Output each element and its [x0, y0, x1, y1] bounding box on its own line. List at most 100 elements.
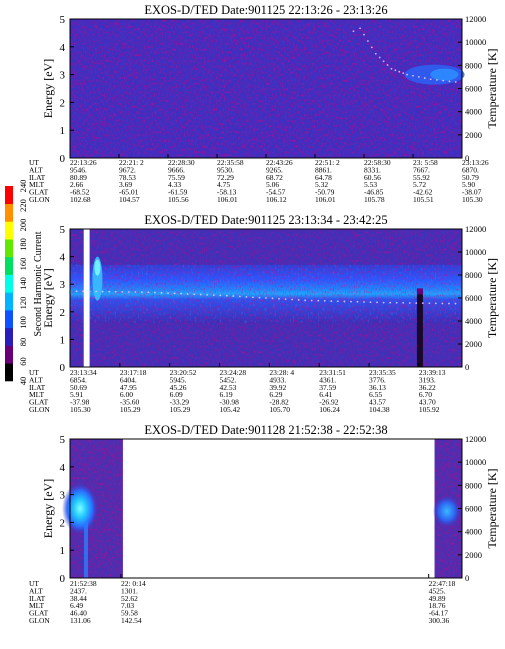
spectrogram-panel-3: EXOS-D/TED Date:901128 21:52:38 - 22:52:… — [29, 423, 499, 625]
temperature-point — [173, 292, 176, 295]
temperature-tick-label: 6000 — [465, 504, 482, 514]
orbit-value: 78.53 — [119, 173, 136, 182]
energy-axis-label: Energy [eV] — [41, 268, 55, 327]
orbit-value: 104.38 — [369, 405, 390, 414]
orbit-value: 50.69 — [70, 383, 87, 392]
orbit-value: 22:35:58 — [217, 158, 244, 167]
temperature-point — [406, 73, 409, 76]
orbit-value: 46.40 — [70, 609, 87, 618]
orbit-value: 105.78 — [364, 195, 385, 204]
orbit-value: 23:20:52 — [170, 368, 197, 377]
temperature-point — [304, 299, 307, 302]
temperature-tick-label: 2000 — [465, 339, 482, 349]
temperature-tick-label: 4000 — [465, 316, 482, 326]
orbit-value: -50.79 — [315, 188, 335, 197]
orbit-value: 23:13:34 — [70, 368, 97, 377]
temperature-point — [245, 295, 248, 298]
orbit-value: 2437. — [70, 586, 87, 595]
colorbar-tick-label: 120 — [18, 297, 28, 310]
temperature-point — [423, 77, 426, 79]
orbit-value: 43.70 — [419, 398, 436, 407]
orbit-value: 64.78 — [315, 173, 332, 182]
orbit-value: 22:58:30 — [364, 158, 391, 167]
data-gap — [83, 229, 90, 367]
orbit-row-label: UT — [29, 579, 39, 588]
orbit-row-label: MLT — [29, 601, 45, 610]
temperature-point — [225, 294, 228, 297]
temperature-point — [441, 302, 444, 305]
temperature-point — [180, 292, 182, 295]
orbit-value: 105.30 — [462, 195, 483, 204]
orbit-value: 6.70 — [419, 390, 432, 399]
temperature-trace — [69, 290, 457, 305]
energy-tick-label: 2 — [60, 307, 66, 319]
temperature-point — [370, 46, 373, 49]
orbit-value: 4361. — [319, 375, 336, 384]
orbit-value: 8331. — [364, 165, 381, 174]
orbit-value: 105.30 — [70, 405, 91, 414]
spectrogram-panel-2: EXOS-D/TED Date:901125 23:13:34 - 23:42:… — [29, 213, 499, 414]
orbit-value: -30.98 — [220, 398, 240, 407]
orbit-value: 6.19 — [220, 390, 233, 399]
orbit-value: 45.26 — [170, 383, 187, 392]
orbit-value: 60.56 — [364, 173, 381, 182]
panel-title: EXOS-D/TED Date:901128 21:52:38 - 22:52:… — [144, 423, 387, 437]
orbit-value: 104.57 — [119, 195, 140, 204]
temperature-point — [75, 290, 78, 293]
temperature-point — [382, 301, 385, 304]
orbit-value: 105.56 — [168, 195, 189, 204]
temperature-point — [448, 302, 450, 305]
orbit-table: UT 23:13:34 23:17:18 23:20:52 23:24:28 23:28:… — [29, 368, 446, 414]
orbit-value: -33.29 — [170, 398, 190, 407]
temperature-tick-label: 12000 — [465, 224, 486, 234]
orbit-value: 23:35:35 — [369, 368, 396, 377]
data-segment — [62, 439, 123, 578]
temperature-point — [199, 293, 202, 296]
energy-tick-label: 4 — [60, 42, 66, 54]
orbit-value: 7667. — [413, 165, 430, 174]
temperature-point — [252, 296, 254, 299]
orbit-value: 37.59 — [319, 383, 336, 392]
orbit-value: 3193. — [419, 375, 436, 384]
orbit-value: 6854. — [70, 375, 87, 384]
orbit-value: -58.13 — [217, 188, 237, 197]
temperature-axis-label: Temperature [K] — [485, 468, 499, 548]
orbit-value: 6.41 — [319, 390, 332, 399]
energy-tick-label: 0 — [60, 573, 66, 585]
temperature-point — [352, 30, 355, 33]
temperature-point — [134, 291, 137, 293]
orbit-row-label: GLAT — [29, 398, 49, 407]
colorbar-tick-label: 180 — [18, 238, 28, 251]
temperature-point — [454, 302, 457, 305]
orbit-value: 6.09 — [170, 390, 183, 399]
orbit-value: 68.72 — [266, 173, 283, 182]
temperature-point — [374, 52, 377, 55]
orbit-value: 39.92 — [269, 383, 286, 392]
temperature-point — [408, 302, 411, 304]
temperature-point — [395, 301, 398, 304]
orbit-row-label: GLON — [29, 195, 50, 204]
orbit-row-label: UT — [29, 368, 39, 377]
temperature-point — [448, 80, 451, 83]
temperature-tick-label: 10000 — [465, 247, 486, 257]
orbit-value: 9666. — [168, 165, 185, 174]
temperature-point — [147, 291, 150, 294]
orbit-value: 50.79 — [462, 173, 479, 182]
orbit-value: 43.57 — [369, 398, 386, 407]
temperature-point — [206, 293, 209, 296]
orbit-row-label: GLAT — [29, 609, 49, 618]
orbit-value: 4.75 — [217, 180, 230, 189]
colorbar-swatch — [5, 274, 13, 293]
orbit-value: 22: 0:14 — [121, 579, 146, 588]
temperature-point — [390, 67, 393, 70]
colorbar-tick-label: 60 — [18, 357, 28, 366]
energy-tick-label: 5 — [60, 224, 66, 236]
temperature-point — [140, 291, 143, 294]
orbit-value: 142.54 — [121, 616, 142, 625]
energy-tick-label: 2 — [60, 97, 66, 109]
orbit-value: 23:13:26 — [462, 158, 489, 167]
orbit-value: 59.58 — [121, 609, 138, 618]
orbit-value: 105.51 — [413, 195, 434, 204]
orbit-row-label: ILAT — [29, 173, 46, 182]
orbit-value: -42.62 — [413, 188, 433, 197]
